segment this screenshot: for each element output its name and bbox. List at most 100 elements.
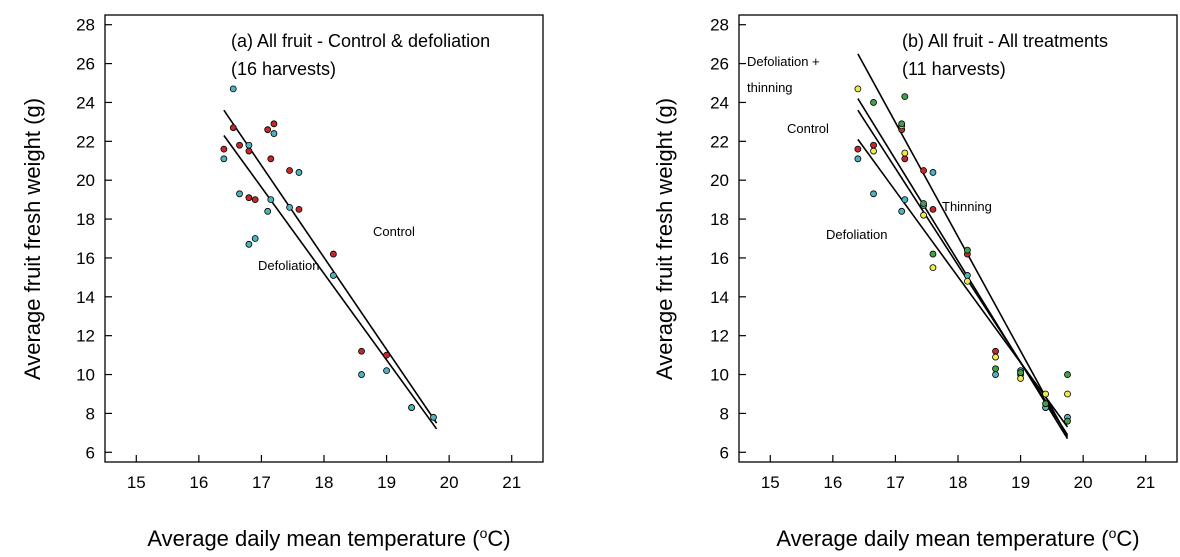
ytick-label-b-6: 6 [720,443,729,462]
point-a-control-10 [295,205,303,213]
xtick-label-a-19: 19 [377,473,396,492]
point-a-defoliation-14 [408,404,416,411]
ytick-label-a-6: 6 [86,443,95,462]
point-a-control-13 [383,351,390,359]
xtick-label-a-17: 17 [252,473,271,492]
panel-a-subtitle: (16 harvests) [231,59,336,79]
point-b-defoliation-6 [963,272,971,279]
annotation-thinning-b: Thinning [942,199,992,214]
ytick-label-a-8: 8 [86,404,95,423]
point-a-defoliation-4 [245,240,253,248]
point-a-defoliation-8 [270,130,278,137]
point-b-control-0 [854,145,862,153]
panel-b-ylabel: Average fruit fresh weight (g) [652,98,677,380]
point-b-thinning-7 [992,353,999,361]
point-b-control-4 [920,167,927,174]
point-b-control-3 [901,155,909,163]
panel-b: 15 16 17 18 19 20 21 6 8 10 12 14 16 18 20 22 24 26 28 (b)… [652,14,1178,551]
annotation-defoliation-a: Defoliation [258,258,319,273]
point-a-defoliation-15 [430,413,437,421]
point-b-defoliation_thinning-0 [870,99,877,106]
point-b-defoliation_thinning-2 [901,93,909,101]
ytick-label-b-22: 22 [710,132,729,151]
panel-b-points [854,85,1071,425]
ytick-label-b-16: 16 [710,249,729,268]
point-b-defoliation_thinning-3 [920,200,927,207]
xtick-label-a-21: 21 [502,473,521,492]
point-b-defoliation-7 [992,371,999,378]
ytick-label-a-20: 20 [76,171,95,190]
panel-a: 15 16 17 18 19 20 21 6 8 10 12 14 16 18 20 22 24 26 28 (a)… [20,14,544,551]
point-a-defoliation-3 [245,141,253,149]
point-a-defoliation-13 [383,367,390,375]
annotation-defoliation-b: Defoliation [826,227,887,242]
ytick-label-b-12: 12 [710,327,729,346]
point-b-control-1 [870,141,877,149]
xtick-label-a-18: 18 [315,473,334,492]
point-b-thinning-3 [901,149,909,157]
ytick-label-a-24: 24 [76,93,95,112]
ytick-label-b-24: 24 [710,93,729,112]
panel-a-points [220,85,437,421]
point-a-defoliation-5 [251,235,259,242]
ytick-label-b-10: 10 [710,366,729,385]
ytick-label-a-16: 16 [76,249,95,268]
point-b-defoliation-1 [870,190,877,198]
xtick-label-a-16: 16 [189,473,208,492]
panel-a-frame [104,14,544,463]
panel-b-fit-lines [857,53,1069,440]
point-b-defoliation_thinning-9 [1064,371,1071,378]
point-a-control-3 [245,147,253,155]
xtick-label-b-21: 21 [1136,473,1155,492]
point-a-defoliation-9 [286,204,293,211]
point-a-defoliation-2 [236,190,243,198]
panel-b-ticks: 15 16 17 18 19 20 21 6 8 10 12 14 16 18 20 22 24 26 28 [710,16,1155,492]
point-a-defoliation-10 [295,169,303,176]
point-b-defoliation_thinning-4 [929,250,937,258]
ytick-label-b-26: 26 [710,55,729,74]
ytick-label-a-12: 12 [76,327,95,346]
point-a-defoliation-12 [358,371,365,378]
annotation-control-b: Control [787,121,829,136]
point-a-control-11 [329,250,337,258]
fit-line-b-defoliation [857,138,1069,428]
point-b-thinning-8 [1017,375,1024,382]
point-a-control-7 [267,155,275,163]
annotation-defoliation-thinning-line2: thinning [747,80,793,95]
xtick-label-a-15: 15 [127,473,146,492]
point-b-defoliation_thinning-8 [1042,400,1049,408]
annotation-defoliation-thinning-line1: Defoliation + [747,54,820,69]
point-a-defoliation-1 [229,85,237,93]
panel-b-xlabel: Average daily mean temperature (oC) [776,525,1139,551]
point-b-defoliation-3 [901,196,909,204]
point-a-defoliation-0 [220,155,228,163]
point-b-defoliation_thinning-10 [1064,417,1071,425]
fit-line-a-defoliation [223,109,438,424]
ytick-label-a-14: 14 [76,288,95,307]
xtick-label-b-17: 17 [886,473,905,492]
panel-a-xlabel: Average daily mean temperature (oC) [147,525,510,551]
panel-a-title: (a) All fruit - Control & defoliation [231,31,490,51]
panel-b-title: (b) All fruit - All treatments [902,31,1108,51]
point-a-control-1 [229,124,237,132]
ytick-label-a-18: 18 [76,210,95,229]
xtick-label-b-16: 16 [823,473,842,492]
point-b-defoliation_thinning-7 [1017,369,1024,377]
point-b-control-7 [992,347,999,355]
point-a-control-0 [220,145,228,153]
point-a-defoliation-6 [264,207,272,215]
point-b-thinning-10 [1064,390,1071,398]
ytick-label-b-28: 28 [710,16,729,35]
point-a-control-12 [358,347,365,355]
point-b-defoliation-0 [854,155,862,163]
xtick-label-b-20: 20 [1074,473,1093,492]
panel-b-subtitle: (11 harvests) [902,59,1006,79]
point-b-defoliation_thinning-5 [963,246,971,254]
xtick-label-a-20: 20 [440,473,459,492]
point-a-control-5 [251,196,259,204]
ytick-label-a-10: 10 [76,366,95,385]
ytick-label-b-20: 20 [710,171,729,190]
point-b-thinning-1 [870,147,877,155]
xtick-label-b-15: 15 [761,473,780,492]
